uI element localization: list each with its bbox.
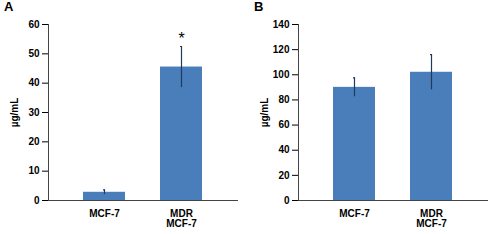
svg-text:120: 120 — [273, 44, 290, 55]
svg-text:100: 100 — [273, 69, 290, 80]
svg-text:20: 20 — [28, 136, 40, 147]
html-text:B: B — [254, 0, 264, 14]
svg-text:MDRMCF-7: MDRMCF-7 — [416, 208, 447, 229]
svg-text:50: 50 — [28, 48, 40, 59]
svg-text:0: 0 — [34, 195, 40, 206]
svg-text:40: 40 — [28, 77, 40, 88]
svg-text:80: 80 — [278, 94, 290, 105]
svg-text:*: * — [178, 30, 184, 47]
svg-text:MCF-7: MCF-7 — [89, 208, 120, 219]
svg-text:µg/mL: µg/mL — [259, 98, 270, 128]
svg-text:10: 10 — [28, 165, 40, 176]
svg-text:140: 140 — [273, 19, 290, 30]
svg-text:MDRMCF-7: MDRMCF-7 — [166, 208, 197, 229]
html-text:A: A — [4, 0, 14, 14]
svg-text:0: 0 — [284, 195, 290, 206]
svg-text:µg/mL: µg/mL — [9, 98, 20, 128]
svg-text:40: 40 — [278, 144, 290, 155]
svg-text:60: 60 — [28, 19, 40, 30]
svg-text:20: 20 — [278, 170, 290, 181]
svg-text:30: 30 — [28, 107, 40, 118]
svg-text:60: 60 — [278, 119, 290, 130]
svg-text:MCF-7: MCF-7 — [339, 208, 370, 219]
